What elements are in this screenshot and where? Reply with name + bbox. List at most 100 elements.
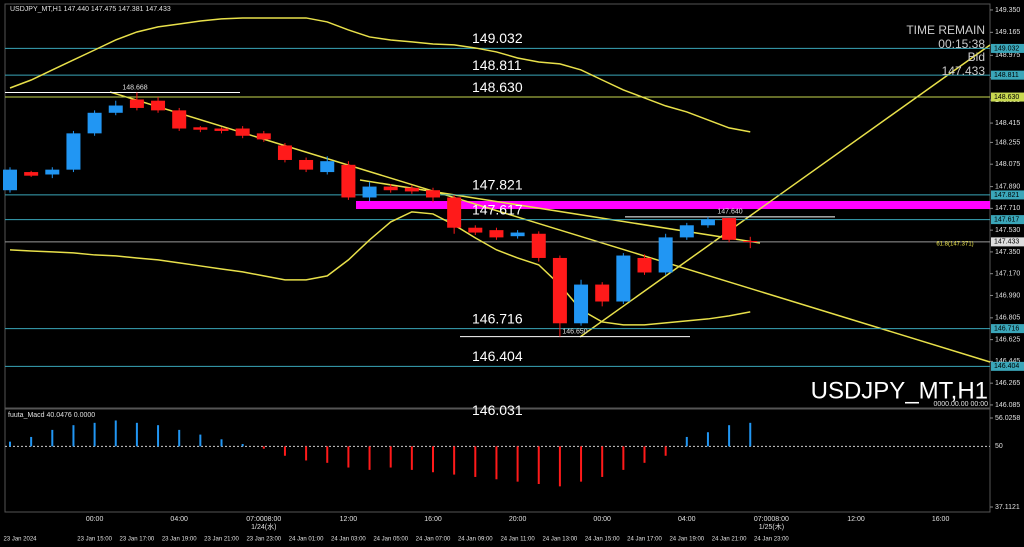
y-tick-label: 147.350 xyxy=(995,249,1020,256)
candle-body xyxy=(531,233,546,258)
candle-body xyxy=(679,225,694,238)
level-box xyxy=(991,190,1024,200)
band-line xyxy=(9,17,751,133)
trend-line xyxy=(109,91,991,363)
candle-body xyxy=(108,105,123,113)
watermark: USDJPY_MT,H1 xyxy=(811,377,988,404)
level-label: 148.630 xyxy=(472,79,523,95)
candle-body xyxy=(256,133,271,140)
x-tick-label-bottom: 23 Jan 15:00 xyxy=(77,537,112,543)
price-mark-label: 148.668 xyxy=(122,84,147,91)
level-label: 147.617 xyxy=(472,201,523,217)
candle-body xyxy=(214,128,229,131)
y-tick-label: 148.975 xyxy=(995,52,1020,59)
candle-body xyxy=(151,100,166,111)
x-tick-label-bottom: 24 Jan 15:00 xyxy=(585,537,620,543)
y-tick-label: 37.1121 xyxy=(995,504,1020,511)
level-label: 149.032 xyxy=(472,30,523,46)
candle-body xyxy=(468,227,483,233)
x-tick-label-bottom: 24 Jan 13:00 xyxy=(543,537,578,543)
candle-body xyxy=(277,145,292,160)
x-tick-label-bottom: 24 Jan 05:00 xyxy=(373,537,408,543)
header: USDJPY_MT,H1 147.440 147.475 147.381 147… xyxy=(10,6,171,13)
y-tick-label: 147.530 xyxy=(995,227,1020,234)
x-tick-label: 16:00 xyxy=(424,516,442,523)
x-tick-label: 07:0008:00 xyxy=(246,516,281,523)
y-tick-label: 149.165 xyxy=(995,29,1020,36)
level-box xyxy=(991,324,1024,334)
x-tick-label: 07:0008:00 xyxy=(754,516,789,523)
x-tick-label: 12:00 xyxy=(847,516,865,523)
candle-body xyxy=(637,257,652,273)
level-box-label: 147.821 xyxy=(994,192,1019,199)
trend-line xyxy=(579,44,991,338)
y-tick-label: 146.990 xyxy=(995,292,1020,299)
candle-body xyxy=(743,241,758,243)
y-tick-label: 146.805 xyxy=(995,315,1020,322)
level-note: 146.031 xyxy=(472,402,523,418)
x-tick-label-bottom: 23 Jan 17:00 xyxy=(120,537,155,543)
candle-body xyxy=(722,218,737,240)
level-box xyxy=(991,215,1024,225)
time: 00:15:38 xyxy=(938,37,985,51)
level-box xyxy=(991,70,1024,80)
candle-body xyxy=(595,284,610,302)
level-label: 147.821 xyxy=(472,177,523,193)
candle-body xyxy=(129,99,144,108)
candle-body xyxy=(66,133,81,170)
candle-body xyxy=(235,128,250,136)
y-tick-label: 146.445 xyxy=(995,358,1020,365)
x-tick-label-bottom: 23 Jan 23:00 xyxy=(246,537,281,543)
level-label: 146.716 xyxy=(472,310,523,326)
y-tick-label: 147.170 xyxy=(995,271,1020,278)
candle-body xyxy=(404,187,419,192)
x-tick-label: 04:00 xyxy=(170,516,188,523)
x-tick-label-bottom: 24 Jan 17:00 xyxy=(627,537,662,543)
time-label: TIME REMAIN xyxy=(906,23,985,37)
x-tick-label-bottom: 24 Jan 09:00 xyxy=(458,537,493,543)
macd-title: fuuta_Macd 40.0476 0.0000 xyxy=(8,412,95,419)
level-box-label: 147.617 xyxy=(994,216,1019,223)
x-tick-label-bottom: 24 Jan 03:00 xyxy=(331,537,366,543)
level-box-label: 149.032 xyxy=(994,45,1019,52)
x-tick-label: 12:00 xyxy=(340,516,358,523)
x-tick-label: 16:00 xyxy=(932,516,950,523)
x-tick-label-bottom: 24 Jan 11:00 xyxy=(500,537,535,543)
candle-body xyxy=(574,284,589,324)
y-tick-label: 147.890 xyxy=(995,183,1020,190)
candle-body xyxy=(24,172,39,176)
macd-panel xyxy=(4,408,991,513)
x-tick-label: 00:00 xyxy=(86,516,104,523)
candle-body xyxy=(426,190,440,198)
y-tick-label: 146.085 xyxy=(995,402,1020,409)
x-tick-label-bottom: 23 Jan 21:00 xyxy=(204,537,239,543)
bid-label: Bid xyxy=(968,50,985,64)
watermark-sub: 0000.00.00 00:00 xyxy=(934,401,989,408)
x-tick-label-bottom: 23 Jan 2024 xyxy=(3,537,37,543)
y-tick-label: 56.0258 xyxy=(995,415,1020,422)
level-label: 148.811 xyxy=(472,57,522,73)
band-line xyxy=(9,211,751,326)
candle-body xyxy=(3,169,17,191)
macd-level-label: 50 xyxy=(995,443,1003,450)
plot: 149.350149.165148.975148.790148.605148.4… xyxy=(3,7,1024,543)
candle-body xyxy=(489,230,504,238)
bid-box-label: 147.433 xyxy=(994,239,1019,246)
x-tick-label-bottom: 24 Jan 21:00 xyxy=(712,537,747,543)
y-tick-label: 146.625 xyxy=(995,336,1020,343)
candle-body xyxy=(552,257,567,324)
fib-label: 61.8(147.371) xyxy=(936,242,973,248)
price-mark-label: 147.640 xyxy=(717,209,742,216)
level-box-label: 148.630 xyxy=(994,94,1019,101)
candle-body xyxy=(658,237,673,273)
candle-body xyxy=(341,164,356,198)
level-box-label: 146.716 xyxy=(994,325,1019,332)
y-tick-label: 148.415 xyxy=(995,120,1020,127)
candle-body xyxy=(510,232,525,237)
bid: 147.433 xyxy=(942,64,986,78)
level-box-label: 146.404 xyxy=(994,363,1019,370)
level-box-label: 148.811 xyxy=(994,72,1019,79)
date-label: 1/25(木) xyxy=(759,522,784,531)
candle-body xyxy=(700,219,715,226)
level-box xyxy=(991,92,1024,102)
